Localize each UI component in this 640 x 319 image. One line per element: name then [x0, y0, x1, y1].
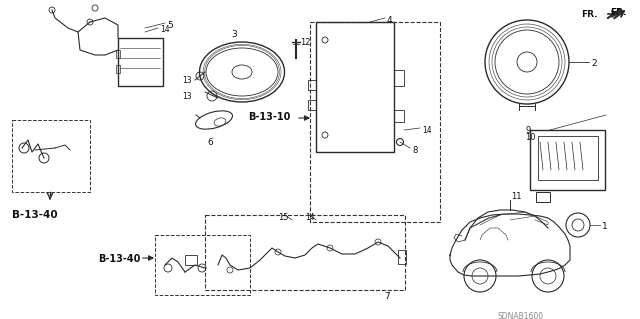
Bar — [316, 22, 394, 152]
Text: FR.: FR. — [610, 8, 627, 17]
Text: 2: 2 — [591, 59, 596, 68]
Text: FR.: FR. — [582, 10, 598, 19]
Bar — [536, 192, 550, 202]
Bar — [205, 215, 405, 290]
Bar — [398, 250, 406, 264]
Bar — [530, 130, 605, 190]
Bar — [116, 65, 120, 73]
Bar — [155, 235, 250, 295]
Bar — [394, 70, 404, 86]
Text: 7: 7 — [384, 292, 390, 301]
Bar — [394, 110, 404, 122]
Text: 14: 14 — [160, 25, 170, 34]
Text: 12: 12 — [300, 38, 310, 47]
Bar — [12, 120, 90, 192]
Text: SDNAB1600: SDNAB1600 — [498, 312, 544, 319]
Text: 14: 14 — [305, 213, 315, 222]
Text: B-13-40: B-13-40 — [12, 210, 58, 220]
Text: 14: 14 — [422, 126, 431, 135]
Text: 13: 13 — [182, 76, 192, 85]
Text: 4: 4 — [387, 16, 392, 25]
Text: 11: 11 — [511, 192, 522, 201]
Text: 9: 9 — [525, 126, 531, 135]
Bar — [538, 136, 598, 180]
Bar — [118, 38, 163, 86]
Text: 10: 10 — [525, 133, 536, 142]
Bar — [310, 22, 440, 222]
Bar — [308, 80, 316, 90]
Text: 3: 3 — [231, 30, 237, 39]
Bar — [308, 100, 316, 110]
Text: 8: 8 — [412, 146, 417, 155]
Text: 5: 5 — [167, 21, 173, 30]
Text: B-13-10: B-13-10 — [248, 112, 291, 122]
Text: 6: 6 — [207, 138, 213, 147]
Bar — [185, 255, 197, 265]
Bar — [116, 50, 120, 58]
Text: B-13-40: B-13-40 — [98, 254, 140, 264]
Text: 15: 15 — [278, 213, 289, 222]
Text: 1: 1 — [602, 222, 608, 231]
Text: 13: 13 — [182, 92, 192, 101]
